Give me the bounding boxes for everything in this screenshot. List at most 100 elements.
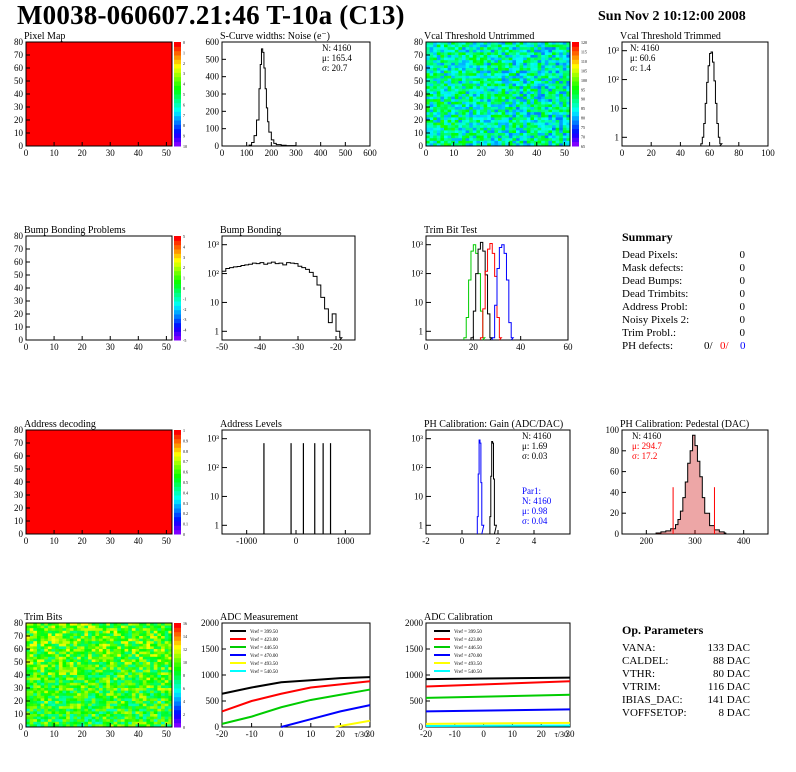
trim-bits-cell	[109, 636, 114, 639]
vcal-untrimmed-cell	[505, 107, 510, 110]
trim-bits-cell	[164, 669, 169, 673]
trim-bits-cell	[91, 688, 96, 691]
trim-bits-cell	[109, 662, 114, 665]
bump-problems-palette-cell	[174, 257, 181, 263]
vcal-untrimmed-cell	[512, 96, 517, 100]
trim-bits-cell	[80, 633, 85, 637]
pixel-map-ytick-label: 20	[14, 115, 24, 125]
trim-bits-cell	[88, 688, 93, 691]
trim-bits-cell	[58, 638, 63, 642]
vcal-untrimmed-cell	[454, 112, 459, 116]
vcal-untrimmed-cell	[429, 68, 434, 71]
pixel-map-cells	[26, 42, 172, 146]
trim-bits-cell	[44, 675, 49, 678]
vcal-untrimmed-cell	[447, 65, 452, 69]
vcal-untrimmed-cell	[476, 143, 481, 147]
trim-bits-cell	[120, 680, 125, 684]
trim-bits-cell	[77, 654, 82, 658]
vcal-untrimmed-cell	[508, 68, 513, 71]
vcal-untrimmed-cell	[480, 81, 484, 84]
trim-bits-cell	[142, 672, 147, 676]
trim-bits-cell	[84, 628, 89, 632]
vcal-untrimmed-cell	[480, 94, 484, 97]
trim-bits-cell	[62, 654, 67, 658]
trim-bits-cell	[99, 651, 104, 655]
vcal-untrimmed-cell	[512, 127, 517, 131]
vcal-untrimmed-cell	[469, 81, 474, 84]
trim-bits-cell	[157, 628, 162, 632]
vcal-untrimmed-cell	[534, 57, 538, 61]
vcal-untrimmed-cell	[429, 52, 434, 56]
trim-bits-cell	[124, 724, 129, 728]
vcal-untrimmed-cell	[559, 104, 564, 108]
vcal-untrimmed-cell	[534, 68, 538, 71]
vcal-untrimmed-cell	[433, 125, 438, 129]
trim-bits-cell	[29, 625, 34, 629]
vcal-untrimmed-cell	[562, 62, 567, 66]
trim-bits-cell	[77, 721, 82, 725]
vcal-untrimmed-cell	[562, 122, 567, 126]
trim-bits-cell	[29, 654, 34, 658]
vcal-untrimmed-cell	[472, 140, 477, 144]
vcal-untrimmed-cell	[544, 114, 549, 118]
trim-bits-cell	[102, 651, 107, 655]
trim-bits-cell	[77, 623, 82, 626]
trim-bits-cell	[153, 654, 158, 658]
vcal-untrimmed-cell	[512, 57, 517, 61]
vcal-untrimmed-cell	[516, 107, 520, 110]
vcal-untrimmed-cell	[483, 83, 488, 87]
trim-bits-cell	[161, 677, 166, 681]
vcal-untrimmed-cell	[516, 83, 520, 87]
trim-bits-cell	[161, 711, 166, 715]
pixel-map-palette-tick: 8	[183, 123, 185, 128]
trim-bits-cell	[66, 667, 71, 671]
vcal-untrimmed-cell	[458, 99, 463, 103]
trim-bits-cell	[153, 716, 158, 720]
vcal-untrimmed-cell	[462, 86, 466, 90]
vcal-untrimmed-cell	[458, 86, 463, 90]
trim-bits-cell	[40, 636, 45, 639]
vcal-untrimmed-cell	[451, 122, 456, 126]
vcal-untrimmed-cell	[559, 107, 564, 110]
vcal-untrimmed-cell	[447, 109, 452, 113]
vcal-untrimmed-cell	[444, 140, 448, 144]
trim-bits-cell	[55, 693, 60, 697]
vcal-untrimmed-cell	[426, 101, 430, 105]
vcal-untrimmed-cell	[487, 101, 492, 105]
trim-bits-cell	[29, 651, 34, 655]
trim-bits-cell	[66, 706, 71, 710]
vcal-untrimmed-cell	[436, 143, 441, 147]
trim-bits-cell	[135, 672, 140, 676]
trim-bits-cell	[135, 667, 140, 671]
vcal-untrimmed-cell	[444, 114, 448, 118]
trim-bits-cell	[77, 685, 82, 689]
vcal-untrimmed-cell	[426, 122, 430, 126]
vcal-untrimmed-cell	[480, 130, 484, 134]
vcal-untrimmed-cell	[505, 120, 510, 123]
trim-bits-cell	[73, 685, 78, 689]
scurve-noise-ytick-label: 500	[206, 54, 220, 64]
vcal-untrimmed-cell	[566, 140, 571, 144]
trim-bits-cell	[157, 721, 162, 725]
trim-bits-xtick-label: 10	[50, 729, 60, 739]
vcal-untrimmed-cell	[462, 120, 466, 123]
trim-bits-cell	[113, 664, 118, 668]
vcal-untrimmed-cell	[552, 57, 556, 61]
trim-bits-cell	[146, 695, 151, 699]
vcal-untrimmed-cell	[440, 65, 445, 69]
trim-bits-cell	[120, 633, 125, 637]
trim-bits-cell	[58, 716, 63, 720]
vcal-untrimmed-cell	[454, 47, 459, 51]
trim-bits-cell	[33, 724, 38, 728]
vcal-untrimmed-cell	[555, 114, 560, 118]
bump-problems-palette-cell	[174, 296, 181, 302]
trim-bits-cell	[66, 628, 71, 632]
vcal-untrimmed-cell	[562, 52, 567, 56]
vcal-untrimmed-cell	[523, 49, 528, 53]
trim-bits-cell	[99, 672, 104, 676]
vcal-untrimmed-cell	[548, 81, 553, 84]
vcal-untrimmed-cell	[444, 104, 448, 108]
trim-bits-cell	[109, 638, 114, 642]
vcal-untrimmed-cell	[429, 117, 434, 121]
trim-bits-cell	[139, 651, 144, 655]
